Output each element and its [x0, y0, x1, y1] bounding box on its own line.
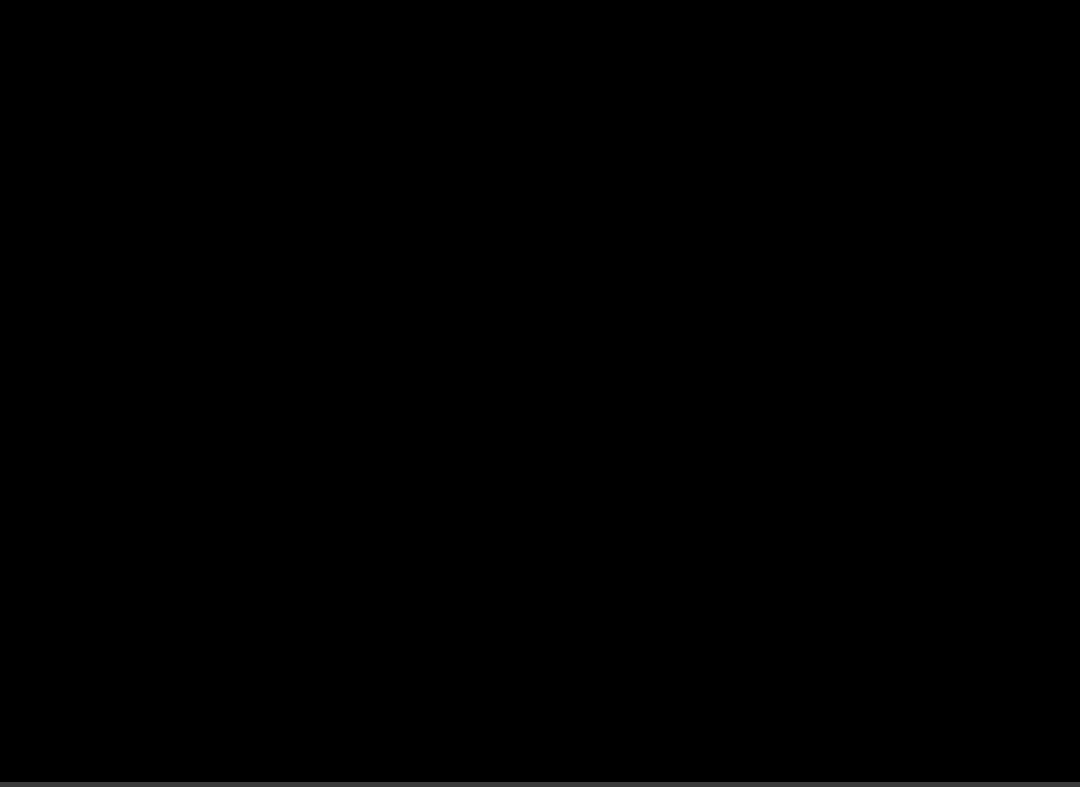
footer-bar — [0, 782, 1080, 787]
